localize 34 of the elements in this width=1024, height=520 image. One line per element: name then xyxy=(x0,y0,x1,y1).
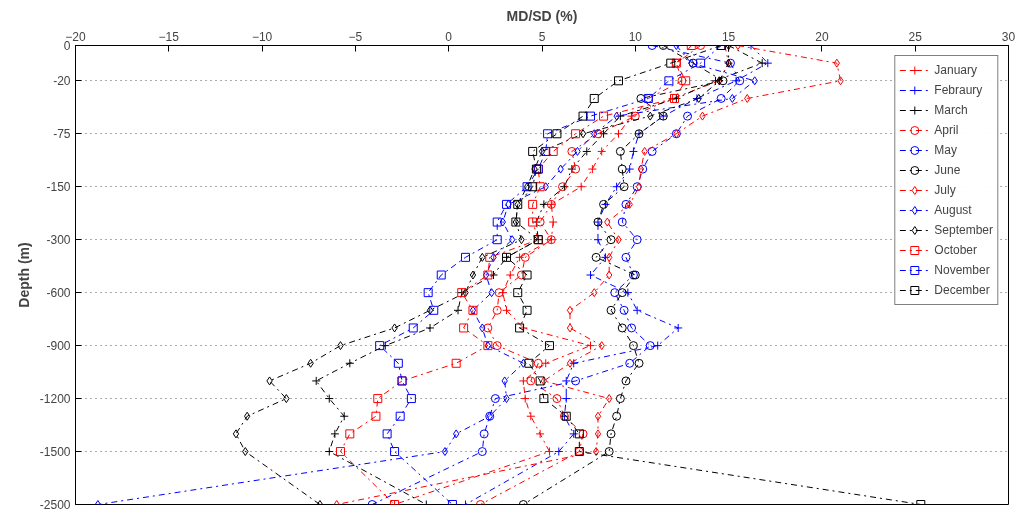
x-tick-label: 30 xyxy=(1001,29,1016,44)
y-tick-label: -1500 xyxy=(39,445,71,460)
y-tick-label: -900 xyxy=(46,339,71,354)
y-tick-label: -150 xyxy=(46,180,71,195)
x-tick-label: −15 xyxy=(158,29,180,44)
legend-label: October xyxy=(934,242,977,259)
x-tick-label: 15 xyxy=(721,29,736,44)
x-tick-label: −5 xyxy=(348,29,363,44)
y-tick-label: -1200 xyxy=(39,392,71,407)
legend-label: September xyxy=(934,222,993,239)
x-tick-label: 10 xyxy=(628,29,643,44)
legend-label: January xyxy=(934,62,977,79)
x-tick-label: −10 xyxy=(251,29,273,44)
x-tick-label: 20 xyxy=(815,29,829,44)
y-tick-label: -75 xyxy=(53,127,71,142)
y-axis-title: Depth (m) xyxy=(15,242,32,308)
legend-label: Febraury xyxy=(934,82,983,99)
y-tick-label: -2500 xyxy=(39,498,71,512)
legend-label: April xyxy=(934,122,959,139)
legend-label: June xyxy=(934,162,961,179)
x-tick-label: 25 xyxy=(908,29,923,44)
y-tick-label: -300 xyxy=(46,233,71,248)
legend-label: March xyxy=(934,102,968,119)
legend-label: July xyxy=(934,182,956,199)
legend-label: August xyxy=(934,202,972,219)
x-tick-label: 0 xyxy=(445,29,453,44)
y-tick-label: -20 xyxy=(53,74,71,89)
x-axis-title: MD/SD (%) xyxy=(506,7,578,24)
y-tick-label: -600 xyxy=(46,286,71,301)
legend-label: December xyxy=(934,282,990,299)
legend-label: November xyxy=(934,262,990,279)
x-tick-label: 5 xyxy=(538,29,546,44)
y-tick-label: 0 xyxy=(63,39,71,53)
legend-label: May xyxy=(934,142,957,159)
